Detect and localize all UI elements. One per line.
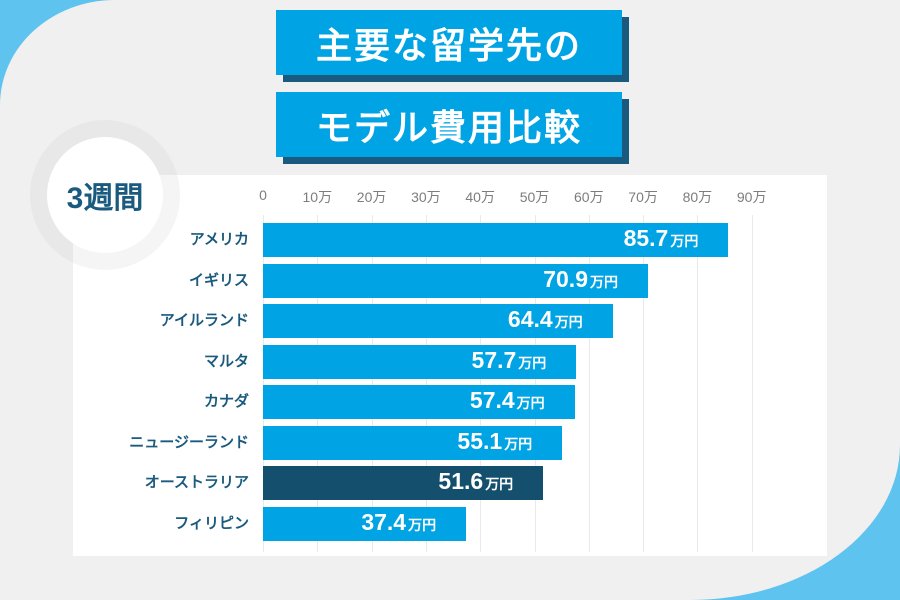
value-label: 70.9 万円 [543, 265, 618, 292]
bar: 57.7 万円 [263, 344, 577, 379]
category-label: イギリス [188, 271, 249, 289]
bar-row: フィリピン 37.4 万円 [73, 506, 827, 541]
category-label: アメリカ [189, 231, 249, 248]
bar-row: ニュージーランド 55.1 万円 [73, 425, 827, 460]
bar-row: マルタ 57.7 万円 [73, 344, 827, 379]
axis-tick-label: 30万 [411, 189, 441, 205]
gridline [317, 215, 319, 552]
bar-row: カナダ 57.4 万円 [73, 385, 827, 420]
bar: 64.4 万円 [263, 304, 613, 339]
gridline [697, 215, 699, 552]
bar: 57.4 万円 [263, 385, 575, 420]
chart-card: 0 10万 20万 30万 40万 50万 60万 70万 80万 90万 アメリカ 85.7 万円イ… [73, 175, 827, 556]
title-text-2: モデル費用比較 [315, 106, 582, 148]
gridline [751, 215, 753, 552]
bar: 55.1 万円 [263, 425, 563, 460]
axis-tick-label: 40万 [465, 189, 495, 205]
category-label: フィリピン [174, 514, 249, 532]
category-label: アイルランド [159, 312, 249, 330]
gridline [371, 215, 373, 552]
bar: 70.9 万円 [263, 263, 648, 298]
bar: 85.7 万円 [263, 223, 729, 257]
category-label: マルタ [203, 352, 249, 370]
bar-row: オーストラリア 51.6 万円 [73, 466, 827, 501]
axis-tick-label: 90万 [736, 189, 767, 205]
gridline [588, 215, 590, 552]
axis-tick-label: 60万 [574, 189, 604, 205]
gridline [534, 215, 536, 552]
axis-tick-label: 20万 [356, 189, 387, 205]
bar: 51.6 万円 [263, 466, 544, 501]
axis-tick-label: 80万 [682, 189, 713, 205]
title-text-1: 主要な留学先の [315, 24, 582, 66]
value-label: 57.4 万円 [469, 387, 545, 414]
axis-tick-label: 10万 [302, 189, 333, 205]
gridline [263, 215, 264, 552]
category-label: カナダ [203, 393, 249, 411]
value-label: 85.7 万円 [623, 225, 699, 251]
bar: 37.4 万円 [263, 506, 467, 541]
category-label: オーストラリア [144, 474, 249, 492]
bar-row: イギリス 70.9 万円 [73, 263, 827, 298]
gridline [480, 215, 482, 552]
axis-tick-label: 70万 [628, 189, 658, 205]
bar-row: アイルランド 64.4 万円 [73, 304, 827, 339]
gridline [643, 215, 645, 552]
value-label: 55.1 万円 [457, 427, 533, 454]
value-label: 37.4 万円 [361, 508, 437, 535]
value-label: 57.7 万円 [471, 346, 547, 373]
axis-tick-label: 50万 [519, 189, 550, 205]
gridline [425, 215, 427, 552]
duration-badge: 3週間 [47, 137, 163, 253]
value-label: 51.6 万円 [438, 468, 514, 495]
axis-tick-label: 0 [259, 187, 267, 203]
value-label: 64.4 万円 [507, 306, 583, 333]
bar-row: アメリカ 85.7 万円 [73, 223, 827, 257]
title-line-2: モデル費用比較 [276, 92, 622, 157]
title-line-1: 主要な留学先の [276, 10, 622, 75]
category-label: ニュージーランド [129, 433, 249, 451]
duration-badge-label: 3週間 [66, 182, 144, 215]
